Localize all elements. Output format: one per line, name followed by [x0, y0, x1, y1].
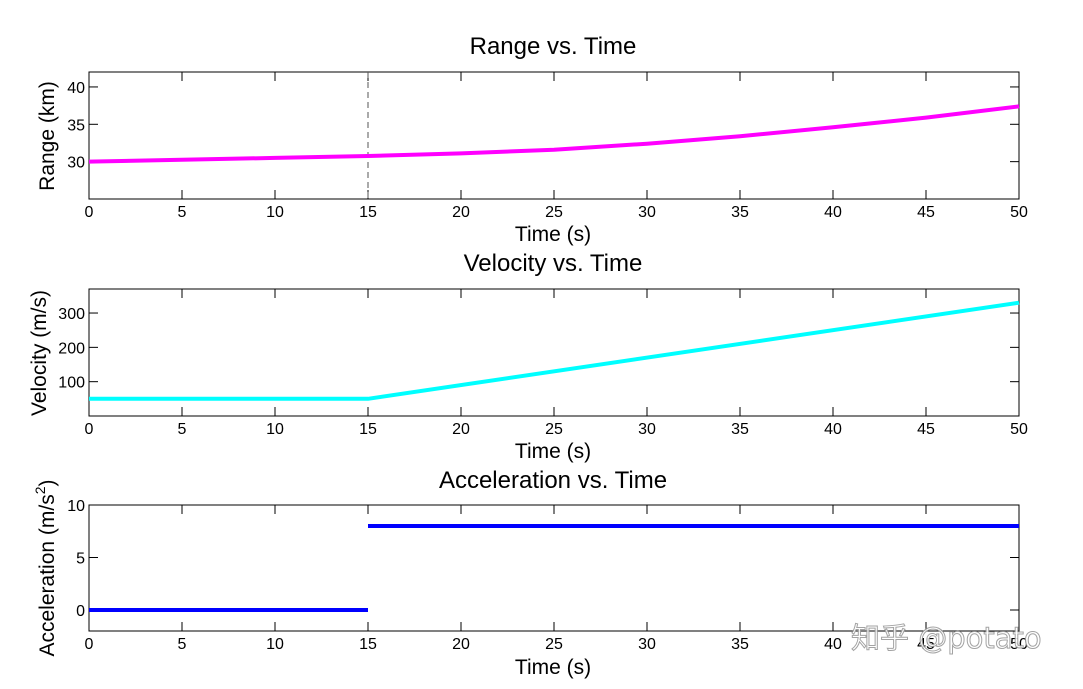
acceleration-chart: Acceleration vs. Time 0 5 10 15 20 25 30 35 40 45…	[32, 467, 1028, 679]
velocity-marks: 0 5 10 15 20 25 30 35 40 45 50 100 200 300	[58, 289, 1028, 438]
acceleration-y-axis-label-close: )	[36, 479, 59, 486]
acceleration-y-axis-label-sup: 2	[32, 486, 48, 494]
range-y-tick-label: 30	[67, 155, 85, 172]
range-x-tick-label: 45	[917, 204, 935, 221]
acceleration-x-tick-label: 50	[1010, 636, 1028, 653]
acceleration-x-tick-label: 10	[266, 636, 284, 653]
velocity-x-tick-label: 40	[824, 421, 842, 438]
velocity-chart-title: Velocity vs. Time	[464, 250, 643, 277]
range-x-tick-label: 25	[545, 204, 563, 221]
acceleration-x-tick-label: 15	[359, 636, 377, 653]
velocity-x-axis-label: Time (s)	[515, 440, 591, 463]
velocity-chart: Velocity vs. Time 0 5 10 15 20 25 30 35 40 45 50 10…	[28, 250, 1028, 463]
acceleration-y-tick-label: 0	[76, 603, 85, 620]
acceleration-marks: 0 5 10 15 20 25 30 35 40 45 50 0 5 10	[67, 498, 1028, 653]
range-x-tick-label: 0	[85, 204, 94, 221]
acceleration-plot-area	[88, 504, 1020, 632]
range-marks: 0 5 10 15 20 25 30 35 40 45 50 30 35 40	[67, 72, 1028, 221]
acceleration-x-tick-label: 0	[85, 636, 94, 653]
acceleration-x-axis-label: Time (s)	[515, 656, 591, 679]
range-x-tick-label: 50	[1010, 204, 1028, 221]
acceleration-x-tick-label: 25	[545, 636, 563, 653]
acceleration-x-tick-label: 40	[824, 636, 842, 653]
velocity-x-tick-label: 0	[85, 421, 94, 438]
velocity-x-tick-label: 25	[545, 421, 563, 438]
acceleration-y-tick-label: 10	[67, 498, 85, 515]
range-x-axis-label: Time (s)	[515, 223, 591, 246]
acceleration-x-tick-label: 45	[917, 636, 935, 653]
velocity-x-tick-label: 30	[638, 421, 656, 438]
acceleration-y-axis-label-main: Acceleration (m/s	[36, 494, 59, 656]
velocity-y-tick-label: 300	[58, 306, 85, 323]
velocity-x-tick-label: 5	[178, 421, 187, 438]
velocity-plot-area	[88, 288, 1020, 417]
acceleration-y-tick-label: 5	[76, 551, 85, 568]
acceleration-chart-title: Acceleration vs. Time	[439, 467, 667, 494]
velocity-y-tick-label: 200	[58, 340, 85, 357]
range-series-line	[88, 104, 1020, 164]
velocity-x-tick-label: 35	[731, 421, 749, 438]
acceleration-y-axis-label: Acceleration (m/s2)	[32, 479, 59, 656]
acceleration-x-tick-label: 20	[452, 636, 470, 653]
range-x-tick-label: 35	[731, 204, 749, 221]
velocity-y-axis-label: Velocity (m/s)	[28, 290, 51, 416]
velocity-series-line	[89, 300, 1020, 401]
velocity-y-tick-label: 100	[58, 375, 85, 392]
velocity-x-tick-label: 20	[452, 421, 470, 438]
range-x-tick-label: 5	[178, 204, 187, 221]
acceleration-x-tick-label: 30	[638, 636, 656, 653]
range-plot-area	[88, 71, 1020, 200]
range-x-tick-label: 15	[359, 204, 377, 221]
range-x-tick-label: 10	[266, 204, 284, 221]
range-y-tick-label: 35	[67, 117, 85, 134]
velocity-x-tick-label: 50	[1010, 421, 1028, 438]
range-x-tick-label: 40	[824, 204, 842, 221]
range-chart-title: Range vs. Time	[470, 33, 637, 60]
velocity-x-tick-label: 45	[917, 421, 935, 438]
velocity-x-tick-label: 15	[359, 421, 377, 438]
watermark: 知乎 @potato	[851, 621, 1042, 655]
velocity-x-tick-label: 10	[266, 421, 284, 438]
range-x-tick-label: 30	[638, 204, 656, 221]
acceleration-x-tick-label: 5	[178, 636, 187, 653]
acceleration-x-tick-label: 35	[731, 636, 749, 653]
range-y-tick-label: 40	[67, 80, 85, 97]
range-chart: Range vs. Time 0 5 10 15 20 25 30 35 40 45 50 30 35 4…	[36, 33, 1028, 246]
range-y-axis-label: Range (km)	[36, 81, 59, 191]
range-x-tick-label: 20	[452, 204, 470, 221]
